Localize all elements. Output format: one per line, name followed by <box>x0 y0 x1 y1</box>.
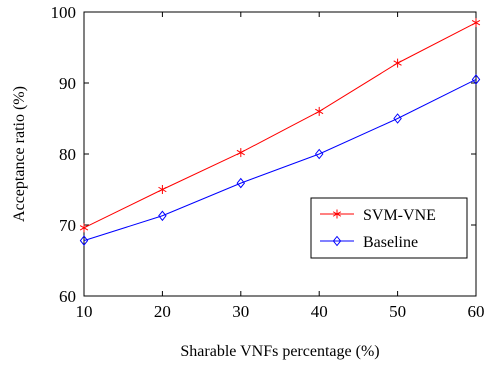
data-point-svm-vne <box>79 223 89 233</box>
x-tick-label: 60 <box>468 302 485 321</box>
data-point-svm-vne <box>158 185 167 194</box>
legend-box <box>310 197 468 259</box>
data-point-baseline <box>79 235 89 246</box>
y-tick-label: 90 <box>59 74 76 93</box>
legend-entry-svm-vne: SVM-VNE <box>320 207 436 224</box>
series-layer <box>79 18 481 246</box>
data-point-baseline <box>314 148 324 160</box>
series-baseline <box>79 74 481 246</box>
legend-marker <box>332 209 342 219</box>
y-tick-label: 80 <box>59 145 76 164</box>
x-tick-label: 40 <box>311 302 328 321</box>
y-tick-label: 70 <box>59 216 76 235</box>
legend-label: Baseline <box>363 234 418 251</box>
legend-entry-baseline: Baseline <box>320 234 418 251</box>
data-point-svm-vne <box>471 18 481 28</box>
y-tick-label: 60 <box>59 287 76 306</box>
legend: SVM-VNE Baseline <box>310 197 468 259</box>
x-tick-label: 10 <box>76 302 93 321</box>
series-svm-vne <box>79 18 481 233</box>
data-point-svm-vne <box>393 58 402 68</box>
x-axis-label: Sharable VNFs percentage (%) <box>180 343 379 360</box>
series-line-svm-vne <box>83 22 477 229</box>
legend-label: SVM-VNE <box>363 207 436 224</box>
data-point-svm-vne <box>236 148 245 158</box>
x-tick-label: 20 <box>154 302 171 321</box>
legend-marker <box>332 235 342 247</box>
axis-ticks: 10 20 30 40 50 60 60 70 80 90 100 <box>51 3 485 321</box>
data-point-baseline <box>236 177 246 189</box>
data-point-svm-vne <box>315 106 324 116</box>
y-tick-label: 100 <box>51 3 77 22</box>
data-point-baseline <box>158 210 167 222</box>
x-tick-label: 50 <box>389 302 406 321</box>
data-point-baseline <box>393 113 402 124</box>
series-line-baseline <box>83 79 477 242</box>
y-axis-label: Acceptance ratio (%) <box>11 86 28 222</box>
x-tick-label: 30 <box>232 302 249 321</box>
data-point-baseline <box>471 74 481 85</box>
